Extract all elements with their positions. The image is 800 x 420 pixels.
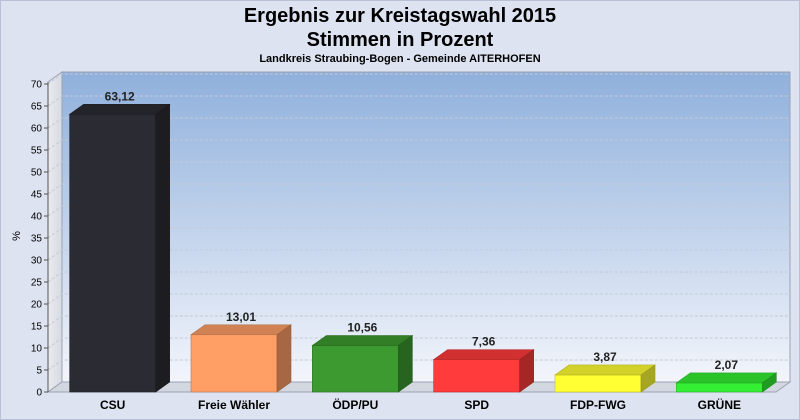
x-tick-label: GRÜNE — [698, 397, 741, 412]
x-tick-label: CSU — [100, 398, 125, 412]
gridline — [47, 293, 790, 305]
data-label: 7,36 — [472, 335, 496, 349]
bar-side — [276, 324, 292, 393]
plot-side-wall — [47, 71, 63, 393]
bar-top — [190, 324, 292, 336]
gridline — [47, 139, 790, 151]
bar-side — [155, 103, 170, 393]
data-label: 2,07 — [715, 358, 739, 372]
y-tick-label: 45 — [31, 190, 43, 201]
bar-ödp-pu: 10,56 — [311, 321, 414, 393]
y-tick-label: 10 — [31, 344, 43, 355]
gridline — [47, 183, 790, 195]
y-tick-label: 20 — [31, 300, 43, 311]
y-axis: 0 5 10 15 20 25 30 35 40 45 50 55 60 65 70 — [31, 80, 49, 399]
data-label: 63,12 — [105, 89, 135, 103]
bar-front — [676, 382, 763, 393]
bar-csu: 63,12 — [68, 89, 171, 393]
gridline — [47, 95, 790, 107]
gridline — [47, 337, 790, 349]
y-tick-label: 25 — [31, 278, 43, 289]
bar-side — [762, 372, 777, 393]
bar-top — [554, 364, 656, 376]
x-tick-label: Freie Wähler — [198, 398, 270, 412]
gridline — [47, 161, 790, 173]
chart-subtitle: Landkreis Straubing-Bogen - Gemeinde AIT… — [259, 53, 541, 65]
bar-front — [554, 374, 642, 393]
bar-front — [69, 113, 156, 393]
data-label: 3,87 — [593, 350, 617, 364]
data-label: 13,01 — [226, 310, 256, 324]
y-tick-label: 15 — [31, 322, 43, 333]
bar-front — [433, 359, 520, 393]
bar-top — [432, 349, 535, 360]
bars: 63,12 13,01 10,56 7,36 3,87 2,07 — [68, 89, 778, 393]
gridline — [47, 315, 790, 327]
gridline — [47, 227, 790, 239]
y-tick-label: 65 — [31, 102, 43, 113]
bar-top — [68, 103, 171, 115]
bar-side — [519, 349, 534, 393]
bar-top — [311, 335, 414, 346]
bar-side — [640, 364, 656, 393]
gridline — [47, 205, 790, 217]
y-tick-label: 30 — [31, 256, 43, 267]
chart-title: Ergebnis zur Kreistagswahl 2015 Stimmen … — [0, 4, 800, 52]
y-tick-label: 55 — [31, 146, 43, 157]
x-tick-label: FDP-FWG — [570, 398, 626, 412]
plot-back-wall — [61, 71, 791, 383]
bar-fdp-fwg: 3,87 — [554, 350, 656, 393]
title-line-2: Stimmen in Prozent — [306, 29, 494, 51]
y-tick-label: 0 — [36, 388, 42, 399]
gridline — [47, 359, 790, 371]
category-labels: CSU Freie Wähler ÖDP/PU SPD FDP-FWG GRÜNE — [100, 397, 741, 412]
bar-side — [398, 334, 413, 393]
bar-spd: 7,36 — [432, 335, 535, 393]
bar-top — [675, 372, 778, 384]
bar-grüne: 2,07 — [675, 358, 778, 393]
x-tick-label: SPD — [464, 398, 489, 412]
gridline — [47, 73, 790, 85]
bar-front — [312, 345, 399, 393]
y-tick-label: 5 — [36, 366, 42, 377]
y-tick-label: 50 — [31, 168, 43, 179]
y-tick-label: 40 — [31, 212, 43, 223]
y-tick-label: 35 — [31, 234, 43, 245]
gridline — [47, 271, 790, 283]
y-tick-label: 70 — [31, 80, 43, 91]
data-label: 10,56 — [347, 321, 377, 335]
y-tick-label: 60 — [31, 124, 43, 135]
gridline — [47, 117, 790, 129]
bar-freie-wähler: 13,01 — [190, 310, 292, 393]
x-tick-label: ÖDP/PU — [332, 397, 378, 412]
title-line-1: Ergebnis zur Kreistagswahl 2015 — [243, 5, 557, 27]
gridline — [47, 249, 790, 261]
gridlines — [47, 73, 790, 371]
bar-front — [190, 334, 278, 393]
y-axis-label: % — [11, 231, 23, 241]
